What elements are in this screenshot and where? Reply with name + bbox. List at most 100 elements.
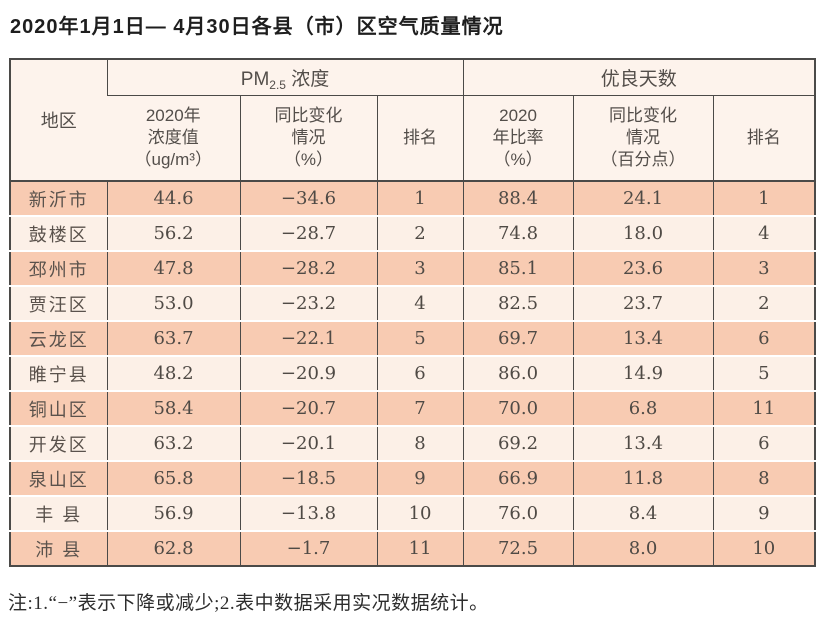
header-sub-row: 2020年 浓度值 （ug/m³） 同比变化 情况 （%） 排名 2020 年比… <box>10 95 816 182</box>
good-ratio-cell: 74.8 <box>462 215 574 251</box>
pm-rank-cell: 6 <box>376 355 464 391</box>
table-row: 开发区 63.2 −20.1 8 69.2 13.4 6 <box>10 425 816 461</box>
header-pm-rank: 排名 <box>376 95 464 182</box>
pm-value-cell: 63.7 <box>106 320 240 356</box>
good-rank-cell: 9 <box>712 495 816 531</box>
good-rank-cell: 5 <box>712 355 816 391</box>
region-cell: 开发区 <box>10 425 107 461</box>
good-rank-cell: 6 <box>712 425 816 461</box>
good-ratio-cell: 69.7 <box>462 320 574 356</box>
good-change-cell: 23.6 <box>572 250 714 286</box>
pm-change-cell: −20.7 <box>239 390 377 426</box>
good-rank-cell: 6 <box>712 320 816 356</box>
good-ratio-cell: 69.2 <box>462 425 574 461</box>
good-change-cell: 23.7 <box>572 285 714 321</box>
pm-value-cell: 47.8 <box>106 250 240 286</box>
table-row: 新沂市 44.6 −34.6 1 88.4 24.1 1 <box>10 181 816 216</box>
good-ratio-cell: 72.5 <box>462 530 574 566</box>
table-row: 丰 县 56.9 −13.8 10 76.0 8.4 9 <box>10 495 816 531</box>
good-ratio-cell: 66.9 <box>462 460 574 496</box>
pm-rank-cell: 2 <box>376 215 464 251</box>
good-ratio-cell: 70.0 <box>462 390 574 426</box>
pm-change-cell: −28.2 <box>239 250 377 286</box>
pm-change-cell: −23.2 <box>239 285 377 321</box>
pm-rank-cell: 3 <box>376 250 464 286</box>
table-body: 新沂市 44.6 −34.6 1 88.4 24.1 1 鼓楼区 56.2 −2… <box>10 181 816 566</box>
good-change-cell: 13.4 <box>572 320 714 356</box>
good-ratio-cell: 86.0 <box>462 355 574 391</box>
pm-value-cell: 58.4 <box>106 390 240 426</box>
table-row: 贾汪区 53.0 −23.2 4 82.5 23.7 2 <box>10 285 816 321</box>
good-ratio-cell: 76.0 <box>462 495 574 531</box>
region-cell: 沛 县 <box>10 530 107 566</box>
header-line: （ug/m³） <box>134 150 212 170</box>
header-good-rank: 排名 <box>712 95 816 182</box>
table-row: 睢宁县 48.2 −20.9 6 86.0 14.9 5 <box>10 355 816 391</box>
table-header: 地区 PM2.5 浓度 优良天数 2020年 浓度值 （ug/m³） 同比变化 … <box>10 59 816 182</box>
pm-value-cell: 63.2 <box>106 425 240 461</box>
good-rank-cell: 1 <box>712 181 816 216</box>
header-line: 2020 <box>499 105 537 125</box>
good-ratio-cell: 82.5 <box>462 285 574 321</box>
good-rank-cell: 3 <box>712 250 816 286</box>
pm-rank-cell: 10 <box>376 495 464 531</box>
pm-rank-cell: 1 <box>376 181 464 216</box>
table-row: 云龙区 63.7 −22.1 5 69.7 13.4 6 <box>10 320 816 356</box>
header-line: 2020年 <box>145 105 201 125</box>
good-ratio-cell: 85.1 <box>462 250 574 286</box>
header-line: （%） <box>283 150 334 170</box>
pm-rank-cell: 5 <box>376 320 464 356</box>
pm-change-cell: −28.7 <box>239 215 377 251</box>
good-rank-cell: 8 <box>712 460 816 496</box>
pm-change-cell: −18.5 <box>239 460 377 496</box>
header-good-yoy-change: 同比变化 情况 （百分点） <box>572 95 714 182</box>
pm-value-cell: 56.2 <box>106 215 240 251</box>
pm-value-cell: 56.9 <box>106 495 240 531</box>
pm-value-cell: 53.0 <box>106 285 240 321</box>
region-cell: 铜山区 <box>10 390 107 426</box>
header-pm-group: PM2.5 浓度 <box>106 59 464 96</box>
good-change-cell: 14.9 <box>572 355 714 391</box>
table-row: 铜山区 58.4 −20.7 7 70.0 6.8 11 <box>10 390 816 426</box>
good-rank-cell: 10 <box>712 530 816 566</box>
good-change-cell: 8.0 <box>572 530 714 566</box>
good-rank-cell: 11 <box>712 390 816 426</box>
table-row: 邳州市 47.8 −28.2 3 85.1 23.6 3 <box>10 250 816 286</box>
header-line: 情况 <box>626 127 661 147</box>
region-cell: 邳州市 <box>10 250 107 286</box>
air-quality-table: 地区 PM2.5 浓度 优良天数 2020年 浓度值 （ug/m³） 同比变化 … <box>9 58 817 567</box>
good-change-cell: 11.8 <box>572 460 714 496</box>
good-change-cell: 24.1 <box>572 181 714 216</box>
pm-value-cell: 62.8 <box>106 530 240 566</box>
region-cell: 泉山区 <box>10 460 107 496</box>
pm-value-cell: 48.2 <box>106 355 240 391</box>
table-row: 沛 县 62.8 −1.7 11 72.5 8.0 10 <box>10 530 816 566</box>
pm-rank-cell: 4 <box>376 285 464 321</box>
pm-rank-cell: 7 <box>376 390 464 426</box>
table-row: 泉山区 65.8 −18.5 9 66.9 11.8 8 <box>10 460 816 496</box>
good-ratio-cell: 88.4 <box>462 181 574 216</box>
header-line: 同比变化 <box>274 105 343 125</box>
table-row: 鼓楼区 56.2 −28.7 2 74.8 18.0 4 <box>10 215 816 251</box>
pm-label-subscript: 2.5 <box>269 77 286 92</box>
good-change-cell: 6.8 <box>572 390 714 426</box>
pm-value-cell: 44.6 <box>106 181 240 216</box>
pm-change-cell: −34.6 <box>239 181 377 216</box>
good-change-cell: 18.0 <box>572 215 714 251</box>
pm-change-cell: −20.9 <box>239 355 377 391</box>
header-line: 浓度值 <box>147 127 199 147</box>
footnote: 注:1.“−”表示下降或减少;2.表中数据采用实况数据统计。 <box>8 593 489 614</box>
pm-change-cell: −20.1 <box>239 425 377 461</box>
header-group-row: 地区 PM2.5 浓度 优良天数 <box>10 59 816 182</box>
page-title: 2020年1月1日— 4月30日各县（市）区空气质量情况 <box>10 16 504 38</box>
pm-rank-cell: 8 <box>376 425 464 461</box>
pm-change-cell: −13.8 <box>239 495 377 531</box>
header-line: 同比变化 <box>609 105 678 125</box>
pm-label-suffix: 浓度 <box>285 68 330 90</box>
region-cell: 睢宁县 <box>10 355 107 391</box>
header-region: 地区 <box>10 59 107 182</box>
pm-rank-cell: 9 <box>376 460 464 496</box>
region-cell: 鼓楼区 <box>10 215 107 251</box>
header-line: （百分点） <box>600 150 686 170</box>
